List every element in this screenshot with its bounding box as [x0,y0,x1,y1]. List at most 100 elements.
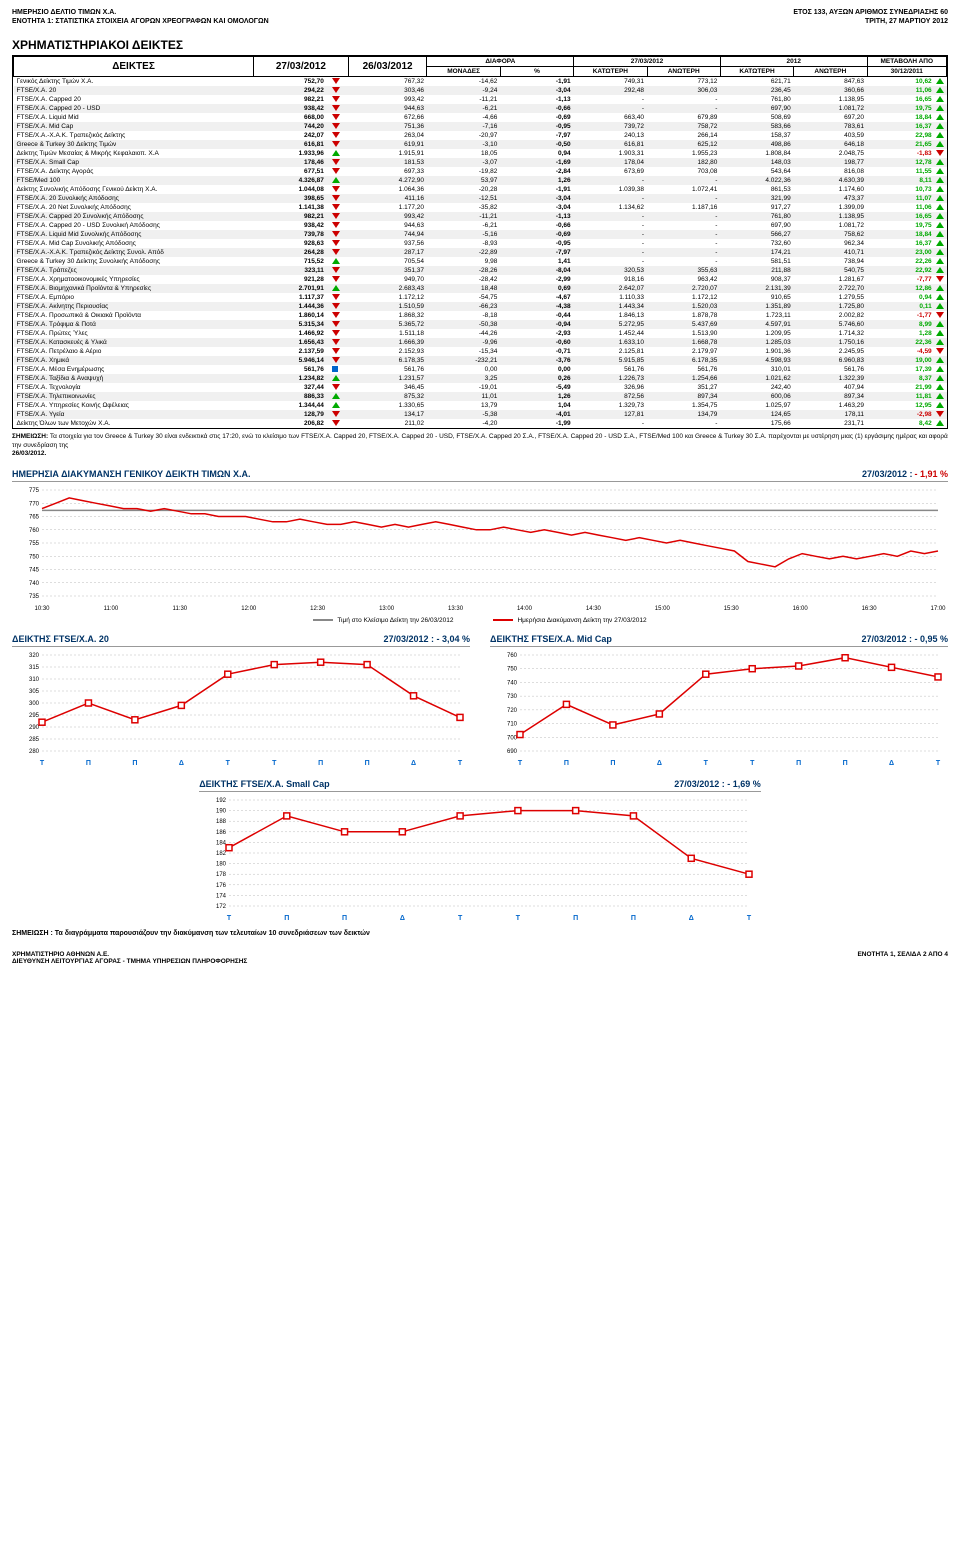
svg-text:295: 295 [29,713,40,719]
table-row: FTSE/X.A. Liquid Mid668,00672,66-4,66-0,… [14,113,947,122]
table-row: FTSE/X.A. Capped 20 Συνολικής Απόδοσης98… [14,212,947,221]
table-row: FTSE/X.A.-X.A.K. Τραπεζικός Δείκτης242,0… [14,131,947,140]
svg-text:Δ: Δ [411,760,416,767]
svg-text:Τ: Τ [750,760,755,767]
th-diafora: ΔΙΑΦΟΡΑ [427,57,574,67]
svg-text:11:00: 11:00 [104,606,119,612]
th-ano2: ΑΝΩΤΕΡΗ [794,67,867,77]
chart3-title: ΔΕΙΚΤΗΣ FTSE/X.A. Mid Cap [490,634,612,644]
chart1-title-bar: ΗΜΕΡΗΣΙΑ ΔΙΑΚΥΜΑΝΣΗ ΓΕΝΙΚΟΥ ΔΕΙΚΤΗ ΤΙΜΩΝ… [12,469,948,482]
svg-text:750: 750 [29,554,40,560]
svg-text:750: 750 [507,666,518,672]
table-row: FTSE/X.A. Ταξίδια & Αναψυχή1.234,821.231… [14,374,947,383]
table-row: FTSE/X.A. Capped 20 - USD938,42944,63-6,… [14,104,947,113]
table-row: FTSE/X.A.-X.A.K. Τραπεζικός Δείκτης Συνο… [14,248,947,257]
table-row: Γενικός Δείκτης Τιμών Χ.Α.752,70767,32-1… [14,77,947,87]
svg-text:Π: Π [342,915,347,922]
note-text: Τα στοιχεία για τον Greece & Turkey 30 ε… [12,433,948,448]
svg-text:Δ: Δ [889,760,894,767]
table-row: FTSE/X.A. Small Cap178,46181,53-3,07-1,6… [14,158,947,167]
note-label: ΣΗΜΕΙΩΣΗ: [12,433,48,440]
table-row: FTSE/X.A. Μέσα Ενημέρωσης561,76561,760,0… [14,365,947,374]
th-g2: 2012 [720,57,867,67]
svg-text:735: 735 [29,594,40,600]
svg-text:740: 740 [507,680,518,686]
table-row: FTSE/X.A. Χημικά5.946,146.178,35-232,21-… [14,356,947,365]
svg-text:176: 176 [216,882,227,888]
table-row: FTSE/X.A. Πρώτες Ύλες1.466,921.511,18-44… [14,329,947,338]
svg-text:Π: Π [284,915,289,922]
indices-table-wrap: ΔΕΙΚΤΕΣ 27/03/2012 26/03/2012 ΔΙΑΦΟΡΑ 27… [12,55,948,429]
section-title: ΧΡΗΜΑΤΙΣΤΗΡΙΑΚΟΙ ΔΕΙΚΤΕΣ [12,38,948,52]
chart4-date: 27/03/2012 : - 1,69 % [674,779,761,789]
th-d2: 26/03/2012 [348,57,427,77]
table-row: FTSE/X.A. Τράπεζες323,11351,37-28,26-8,0… [14,266,947,275]
svg-text:730: 730 [507,694,518,700]
table-row: FTSE/X.A. Υπηρεσίες Κοινής Ωφέλειας1.344… [14,401,947,410]
table-row: FTSE/X.A. Υγεία128,79134,17-5,38-4,01127… [14,410,947,419]
svg-text:17:00: 17:00 [930,606,946,612]
chart3-title-bar: ΔΕΙΚΤΗΣ FTSE/X.A. Mid Cap 27/03/2012 : -… [490,634,948,647]
header-l2: ΕΝΟΤΗΤΑ 1: ΣΤΑΤΙΣΤΙΚΑ ΣΤΟΙΧΕΙΑ ΑΓΟΡΩΝ ΧΡ… [12,17,269,26]
table-row: FTSE/X.A. Χρηματοοικονομικές Υπηρεσίες92… [14,275,947,284]
page-header: ΗΜΕΡΗΣΙΟ ΔΕΛΤΙΟ ΤΙΜΩΝ Χ.Α. ΕΝΟΤΗΤΑ 1: ΣΤ… [12,8,948,26]
chart2-title-bar: ΔΕΙΚΤΗΣ FTSE/X.A. 20 27/03/2012 : - 3,04… [12,634,470,647]
th-kat1: ΚΑΤΩΤΕΡΗ [574,67,647,77]
table-row: Δείκτης Συνολικής Απόδοσης Γενικού Δείκτ… [14,185,947,194]
svg-text:755: 755 [29,541,40,547]
svg-text:Τ: Τ [227,915,232,922]
th-g1: 27/03/2012 [574,57,721,67]
svg-text:Π: Π [132,760,137,767]
chart3: 690700710720730740750760ΤΠΠΔΤΤΠΠΔΤ [490,649,948,769]
chart4-title: ΔΕΙΚΤΗΣ FTSE/X.A. Small Cap [199,779,329,789]
svg-text:Τ: Τ [458,915,463,922]
chart1: 73574074575075576076577077510:3011:0011:… [12,484,948,614]
chart1-pct: - 1,91 % [914,469,948,479]
svg-text:280: 280 [29,749,40,755]
table-row: FTSE/X.A. Προσωπικά & Οικιακά Προϊόντα1.… [14,311,947,320]
svg-text:10:30: 10:30 [34,606,50,612]
svg-text:184: 184 [216,840,227,846]
table-row: FTSE/X.A. Capped 20982,21993,42-11,21-1,… [14,95,947,104]
svg-text:Τ: Τ [516,915,521,922]
table-row: FTSE/X.A. 20 Συνολικής Απόδοσης398,65411… [14,194,947,203]
indices-table: ΔΕΙΚΤΕΣ 27/03/2012 26/03/2012 ΔΙΑΦΟΡΑ 27… [13,56,947,428]
table-row: FTSE/X.A. 20 Net Συνολικής Απόδοσης1.141… [14,203,947,212]
svg-text:192: 192 [216,798,227,804]
table-row: FTSE/X.A. Ακίνητης Περιουσίας1.444,361.5… [14,302,947,311]
th-kat2: ΚΑΤΩΤΕΡΗ [720,67,793,77]
svg-text:Π: Π [86,760,91,767]
chart3-date: 27/03/2012 : - 0,95 % [861,634,948,644]
svg-text:285: 285 [29,737,40,743]
chart2-date: 27/03/2012 : - 3,04 % [383,634,470,644]
th-met: ΜΕΤΑΒΟΛΗ ΑΠΟ [867,57,946,67]
svg-text:12:00: 12:00 [241,606,257,612]
chart2: 280285290295300305310315320ΤΠΠΔΤΤΠΠΔΤ [12,649,470,769]
legend2: Ημερήσια Διακύμανση Δείκτη την 27/03/201… [517,617,646,624]
svg-text:760: 760 [29,527,40,533]
svg-text:190: 190 [216,808,227,814]
table-row: FTSE/X.A. Εμπόριο1.117,371.172,12-54,75-… [14,293,947,302]
svg-text:14:30: 14:30 [586,606,602,612]
header-r1: ΕΤΟΣ 133, ΑΥΞΩΝ ΑΡΙΘΜΟΣ ΣΥΝΕΔΡΙΑΣΗΣ 60 [793,8,948,17]
table-row: FTSE/X.A. Τρόφιμα & Ποτά5.315,345.365,72… [14,320,947,329]
svg-text:765: 765 [29,514,40,520]
table-row: FTSE/X.A. 20294,22303,46-9,24-3,04292,48… [14,86,947,95]
table-row: FTSE/X.A. Mid Cap744,20751,36-7,16-0,957… [14,122,947,131]
svg-text:770: 770 [29,501,40,507]
svg-text:305: 305 [29,689,40,695]
table-row: FTSE/X.A. Βιομηχανικά Προϊόντα & Υπηρεσί… [14,284,947,293]
table-row: FTSE/X.A. Liquid Mid Συνολικής Απόδοσης7… [14,230,947,239]
svg-text:290: 290 [29,725,40,731]
table-row: FTSE/X.A. Capped 20 - USD Συνολική Απόδο… [14,221,947,230]
chart1-legend: Τιμή στο Κλείσιμο Δείκτη την 26/03/2012 … [12,617,948,624]
table-row: Δείκτης Τιμών Μεσαίας & Μικρής Κεφαλαιοπ… [14,149,947,158]
svg-text:186: 186 [216,829,227,835]
th-met2: 30/12/2011 [867,67,946,77]
svg-text:16:30: 16:30 [862,606,878,612]
chart4: 172174176178180182184186188190192ΤΠΠΔΤΤΠ… [199,794,761,924]
svg-text:Τ: Τ [40,760,45,767]
svg-text:13:30: 13:30 [448,606,464,612]
svg-text:Δ: Δ [689,915,694,922]
svg-text:Τ: Τ [272,760,277,767]
